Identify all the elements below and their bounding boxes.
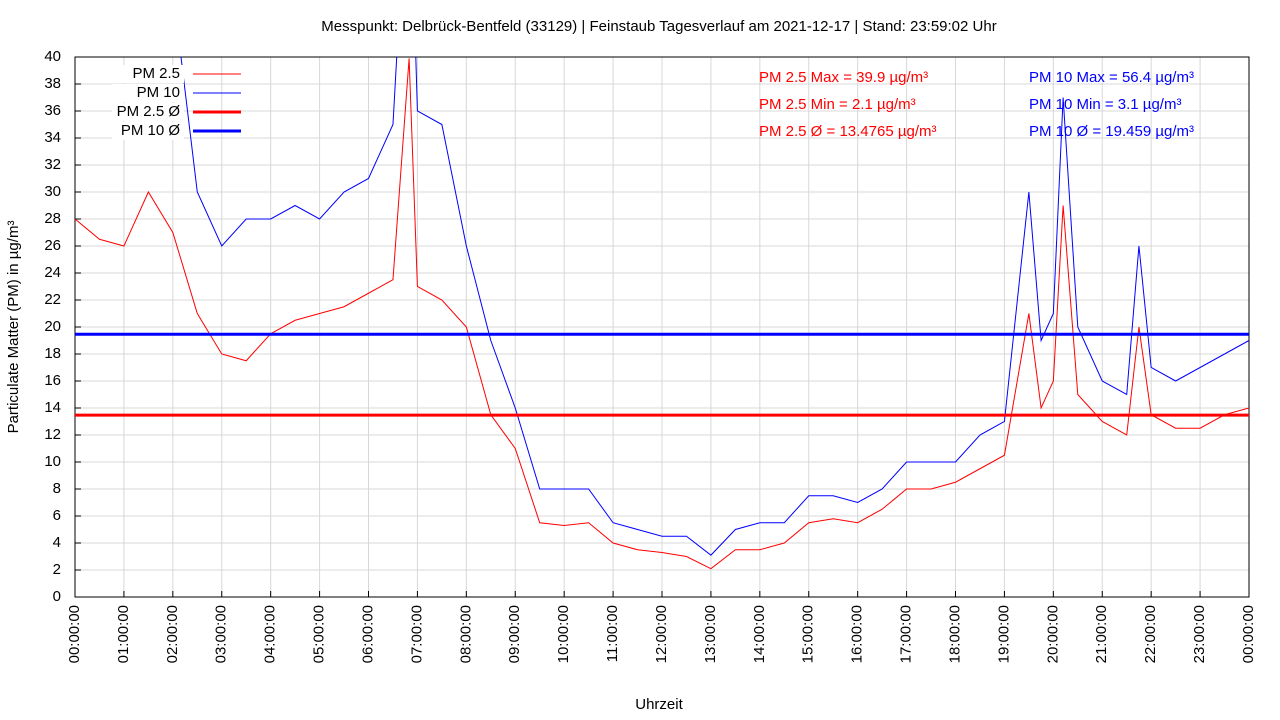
chart-title: Messpunkt: Delbrück-Bentfeld (33129) | F… bbox=[321, 18, 996, 35]
y-tick-label: 14 bbox=[44, 399, 61, 416]
x-tick-label: 09:00:00 bbox=[506, 605, 523, 663]
y-tick-label: 26 bbox=[44, 237, 61, 254]
x-tick-label: 13:00:00 bbox=[702, 605, 719, 663]
y-tick-label: 40 bbox=[44, 48, 61, 65]
x-tick-label: 22:00:00 bbox=[1142, 605, 1159, 663]
x-tick-label: 00:00:00 bbox=[66, 605, 83, 663]
y-tick-label: 6 bbox=[53, 507, 61, 524]
x-tick-label: 20:00:00 bbox=[1044, 605, 1061, 663]
y-tick-label: 0 bbox=[53, 588, 61, 605]
x-tick-label: 03:00:00 bbox=[213, 605, 230, 663]
y-tick-label: 12 bbox=[44, 426, 61, 443]
y-tick-label: 2 bbox=[53, 561, 61, 578]
x-tick-label: 16:00:00 bbox=[849, 605, 866, 663]
legend-bg bbox=[112, 103, 184, 121]
series-line bbox=[180, 57, 1249, 556]
x-tick-label: 19:00:00 bbox=[995, 605, 1012, 663]
y-tick-label: 30 bbox=[44, 183, 61, 200]
x-tick-label: 10:00:00 bbox=[555, 605, 572, 663]
x-tick-label: 23:00:00 bbox=[1191, 605, 1208, 663]
annotation: PM 2.5 Max = 39.9 µg/m³ bbox=[759, 69, 928, 86]
y-tick-label: 36 bbox=[44, 102, 61, 119]
y-tick-label: 20 bbox=[44, 318, 61, 335]
y-tick-label: 8 bbox=[53, 480, 61, 497]
legend-bg bbox=[112, 65, 184, 83]
plot-area bbox=[75, 57, 1249, 570]
series-line bbox=[75, 58, 1249, 570]
legend-label: PM 2.5 Ø bbox=[117, 103, 181, 120]
x-tick-label: 05:00:00 bbox=[311, 605, 328, 663]
x-tick-label: 21:00:00 bbox=[1093, 605, 1110, 663]
annotation: PM 2.5 Min = 2.1 µg/m³ bbox=[759, 96, 916, 113]
y-tick-label: 4 bbox=[53, 534, 61, 551]
y-tick-label: 10 bbox=[44, 453, 61, 470]
y-tick-label: 34 bbox=[44, 129, 61, 146]
y-tick-label: 16 bbox=[44, 372, 61, 389]
x-tick-label: 08:00:00 bbox=[457, 605, 474, 663]
x-tick-label: 06:00:00 bbox=[359, 605, 376, 663]
legend-label: PM 10 bbox=[137, 84, 180, 101]
y-axis-label: Particulate Matter (PM) in µg/m³ bbox=[5, 221, 22, 434]
annotation: PM 10 Ø = 19.459 µg/m³ bbox=[1029, 123, 1194, 140]
legend-bg bbox=[112, 122, 184, 140]
legend-bg bbox=[112, 84, 184, 102]
y-tick-label: 38 bbox=[44, 75, 61, 92]
x-axis-label: Uhrzeit bbox=[635, 696, 683, 713]
y-tick-label: 28 bbox=[44, 210, 61, 227]
x-tick-label: 12:00:00 bbox=[653, 605, 670, 663]
x-tick-label: 07:00:00 bbox=[408, 605, 425, 663]
x-tick-label: 14:00:00 bbox=[751, 605, 768, 663]
legend-label: PM 10 Ø bbox=[121, 122, 181, 139]
x-tick-label: 00:00:00 bbox=[1240, 605, 1257, 663]
x-tick-label: 17:00:00 bbox=[898, 605, 915, 663]
x-tick-label: 01:00:00 bbox=[115, 605, 132, 663]
annotation: PM 10 Min = 3.1 µg/m³ bbox=[1029, 96, 1181, 113]
plot-frame bbox=[74, 56, 1250, 598]
x-tick-label: 18:00:00 bbox=[946, 605, 963, 663]
y-tick-label: 18 bbox=[44, 345, 61, 362]
annotation: PM 2.5 Ø = 13.4765 µg/m³ bbox=[759, 123, 936, 140]
y-tick-label: 22 bbox=[44, 291, 61, 308]
x-tick-label: 15:00:00 bbox=[800, 605, 817, 663]
annotation: PM 10 Max = 56.4 µg/m³ bbox=[1029, 69, 1194, 86]
x-tick-label: 02:00:00 bbox=[164, 605, 181, 663]
x-tick-label: 11:00:00 bbox=[604, 605, 621, 662]
y-tick-label: 24 bbox=[44, 264, 61, 281]
legend-label: PM 2.5 bbox=[132, 65, 180, 82]
y-tick-label: 32 bbox=[44, 156, 61, 173]
x-tick-label: 04:00:00 bbox=[262, 605, 279, 663]
